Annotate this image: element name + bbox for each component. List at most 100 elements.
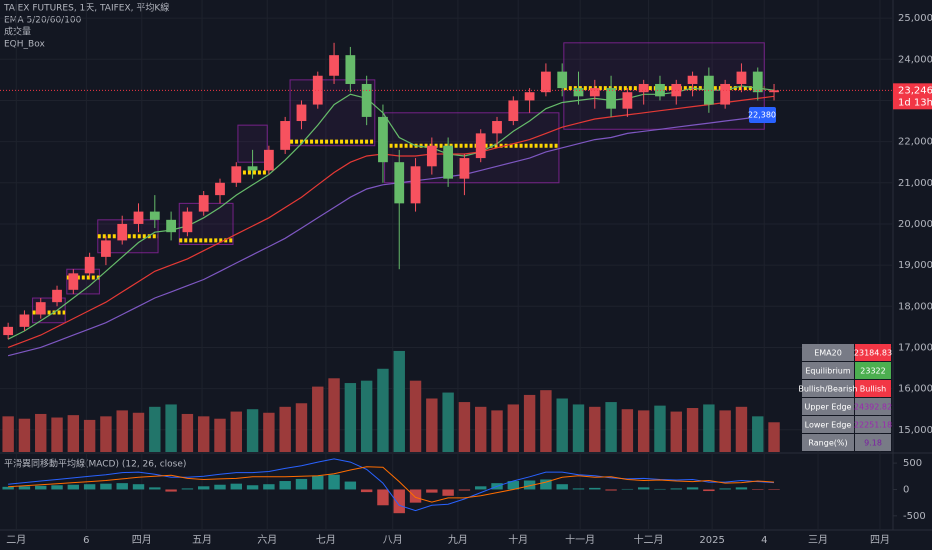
macd-histogram-bar	[246, 485, 259, 490]
table-value: 24392.82	[854, 403, 892, 412]
x-tick-label: 二月	[6, 534, 26, 546]
candle-body	[541, 71, 551, 93]
macd-histogram-bar	[197, 486, 210, 490]
volume-bar	[132, 412, 145, 452]
last-price-label: 23,246	[898, 85, 932, 96]
indicator-label: EQH_Box	[4, 40, 45, 50]
table-value-cell	[855, 380, 891, 397]
table-label-cell	[802, 434, 854, 451]
volume-bar	[35, 413, 47, 452]
volume-bar	[768, 422, 780, 452]
volume-bar	[637, 410, 650, 452]
table-label: EMA20	[814, 349, 842, 358]
y-tick-label: 20,000	[898, 219, 932, 230]
volume-bar	[328, 378, 340, 452]
volume-bar	[507, 404, 520, 452]
candle-body	[378, 116, 388, 163]
table-label: Upper Edge	[805, 403, 852, 412]
volume-bar	[556, 398, 568, 452]
macd-histogram-bar	[181, 488, 194, 490]
macd-histogram-bar	[426, 489, 438, 493]
volume-bar	[246, 409, 259, 452]
candle-body	[296, 104, 307, 122]
ema-line	[7, 114, 775, 357]
candle-body	[573, 88, 584, 97]
macd-histogram-bar	[165, 489, 177, 492]
macd-histogram-bar	[605, 489, 617, 491]
volume-bar	[214, 418, 226, 452]
y-tick-label: 24,000	[898, 54, 932, 65]
table-label: Equilibrium	[805, 367, 851, 376]
volume-bar	[409, 380, 422, 452]
macd-histogram-bar	[312, 475, 324, 490]
candle-body	[426, 145, 437, 167]
table-value-cell	[855, 344, 891, 361]
macd-histogram-bar	[703, 489, 715, 492]
y-tick-label: 22,000	[898, 137, 932, 148]
candle-body	[752, 71, 763, 93]
candle-body	[312, 75, 323, 105]
candle-body	[280, 121, 291, 150]
candle-body	[508, 100, 519, 122]
x-tick-label: 2025	[699, 535, 724, 546]
y-tick-label: -500	[903, 511, 926, 522]
volume-bar	[442, 392, 454, 452]
macd-histogram-bar	[35, 485, 47, 490]
macd-histogram-bar	[2, 486, 14, 490]
table-value: Bullish	[860, 385, 886, 394]
candle-body	[736, 71, 747, 84]
y-tick-label: 500	[903, 458, 922, 469]
y-tick-label: 16,000	[898, 384, 932, 395]
macd-histogram-bar	[621, 488, 634, 490]
volume-bar	[100, 416, 112, 452]
volume-bar	[230, 411, 242, 452]
table-value: 22251.18	[854, 421, 892, 430]
macd-histogram-bar	[116, 483, 128, 490]
macd-histogram-bar	[295, 478, 308, 490]
macd-histogram-bar	[556, 484, 568, 490]
candle-body	[19, 314, 30, 327]
y-tick-label: 15,000	[898, 425, 932, 436]
x-tick-label: 十二月	[634, 533, 664, 546]
volume-bar	[67, 415, 80, 452]
volume-bar	[344, 383, 357, 452]
volume-bar	[426, 398, 438, 452]
macd-histogram-bar	[507, 481, 520, 490]
countdown-label: 1d 13h	[898, 97, 932, 108]
candle-body	[524, 92, 535, 101]
x-tick-label: 三月	[808, 534, 828, 546]
macd-histogram-bar	[83, 484, 96, 490]
candle-body	[671, 83, 682, 97]
macd-histogram-bar	[360, 489, 373, 493]
volume-bar	[589, 406, 601, 452]
indicator-label: 成交量	[4, 26, 31, 38]
macd-histogram-bar	[409, 489, 422, 503]
y-tick-label: 17,000	[898, 342, 932, 353]
candle-body	[410, 166, 421, 204]
volume-bar	[491, 410, 503, 452]
table-label: Range(%)	[808, 439, 847, 448]
candle-body	[133, 211, 144, 224]
macd-histogram-bar	[540, 479, 552, 490]
candle-body	[35, 302, 46, 315]
candle-body	[769, 90, 779, 93]
x-tick-label: 四月	[132, 534, 152, 546]
volume-bar	[670, 411, 682, 452]
table-value-cell	[855, 434, 891, 451]
volume-bar	[523, 394, 536, 452]
volume-bar	[719, 410, 731, 452]
volume-bar	[181, 413, 194, 452]
macd-histogram-bar	[752, 489, 764, 490]
volume-bar	[752, 416, 764, 452]
y-tick-label: 19,000	[898, 260, 932, 271]
indicator-label: EMA 5/20/60/100	[4, 16, 82, 26]
macd-histogram-bar	[523, 480, 536, 490]
macd-histogram-bar	[654, 488, 666, 490]
candle-body	[117, 223, 128, 241]
table-label-cell	[802, 398, 854, 415]
table-value: 23322	[860, 367, 885, 376]
candle-body	[68, 273, 79, 290]
candle-body	[166, 219, 176, 233]
marker-tag	[749, 106, 776, 123]
